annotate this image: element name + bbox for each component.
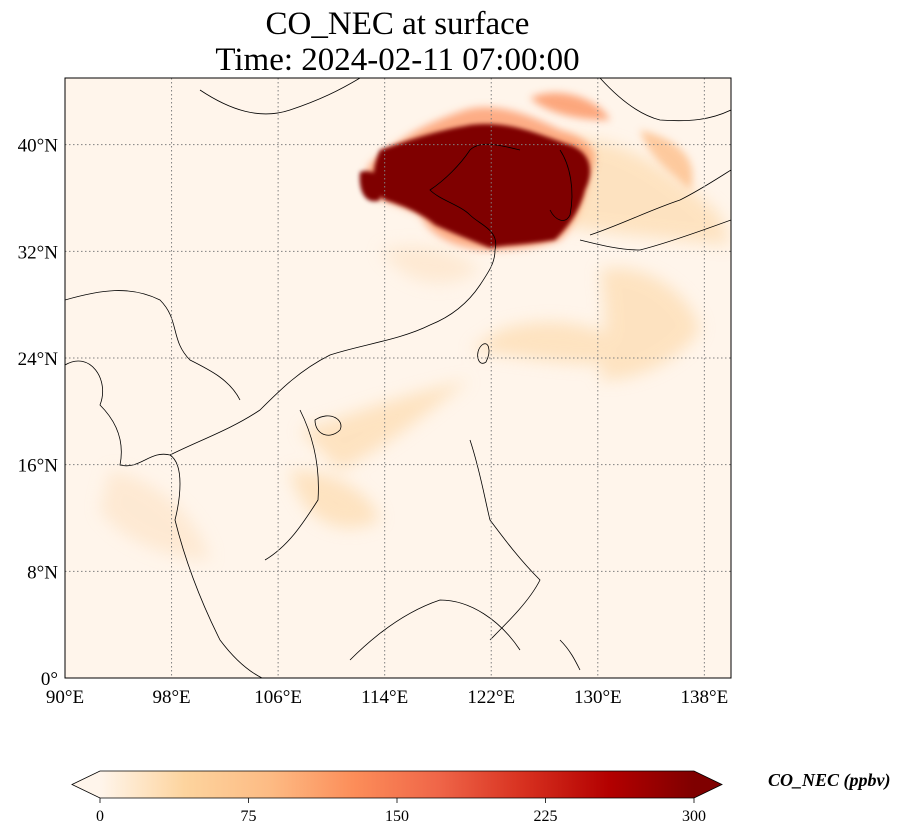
lon-tick-label: 106°E [254, 687, 302, 708]
lat-tick-label: 40°N [18, 136, 59, 157]
lon-tick-label: 122°E [467, 687, 515, 708]
colorbar-label: CO_NEC (ppbv) [768, 770, 891, 790]
lat-tick-labels: 0° 8°N 16°N 24°N 32°N 40°N [18, 136, 59, 690]
colorbar-tick-label: 75 [241, 808, 257, 825]
lat-tick-label: 8°N [27, 562, 58, 583]
colorbar-tick-label: 150 [385, 808, 409, 825]
colorbar-ticks: 0 75 150 225 300 [96, 798, 706, 825]
lat-tick-label: 0° [41, 669, 58, 690]
map-frame [64, 77, 732, 679]
colorbar-min-extension [72, 771, 100, 798]
map-title-line-1: CO_NEC at surface [265, 6, 530, 42]
colorbar-tick-label: 0 [96, 808, 104, 825]
lon-tick-label: 138°E [681, 687, 729, 708]
lon-tick-label: 130°E [574, 687, 622, 708]
lon-tick-label: 114°E [361, 687, 408, 708]
coastlines [65, 78, 731, 678]
colorbar-tick-label: 300 [682, 808, 706, 825]
colorbar-max-extension [694, 771, 722, 798]
lon-tick-label: 98°E [152, 687, 190, 708]
graticule [65, 78, 731, 678]
concentration-field [100, 92, 731, 560]
colorbar-body [100, 771, 694, 798]
lat-tick-label: 32°N [18, 242, 59, 263]
colorbar-tick-label: 225 [534, 808, 558, 825]
lon-tick-label: 90°E [46, 687, 84, 708]
colorbar: 0 75 150 225 300 [71, 770, 723, 825]
map-title-line-2: Time: 2024-02-11 07:00:00 [215, 42, 580, 78]
lon-tick-labels: 90°E 98°E 106°E 114°E 122°E 130°E 138°E [46, 687, 728, 708]
lat-tick-label: 16°N [18, 456, 59, 477]
lat-tick-label: 24°N [18, 349, 59, 370]
